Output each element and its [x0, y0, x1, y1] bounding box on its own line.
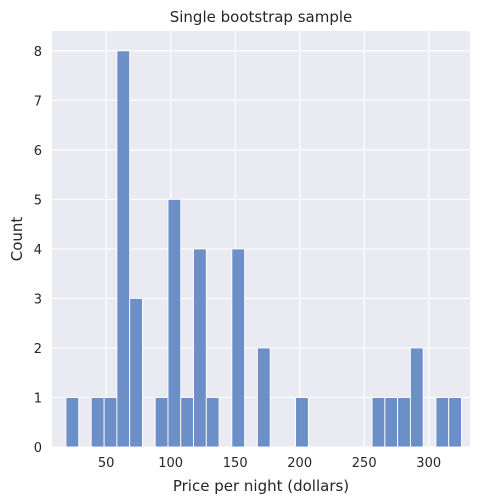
histogram-bar [154, 397, 169, 448]
histogram-bar [295, 397, 309, 448]
y-tick-label: 6 [34, 144, 42, 159]
tick-labels: 50 100 150 200 250 300 0 1 2 3 4 5 6 7 8 [34, 45, 441, 471]
x-tick-label: 150 [223, 456, 248, 471]
histogram-bar [409, 347, 424, 448]
histogram-bar [167, 198, 182, 448]
x-tick-label: 200 [287, 456, 312, 471]
y-tick-label: 7 [34, 94, 42, 109]
histogram-bar [448, 397, 462, 448]
histogram-bar [103, 397, 118, 448]
histogram-bar [205, 397, 220, 448]
histogram-bar [129, 297, 143, 448]
y-tick-label: 3 [34, 292, 42, 307]
chart-title: Single bootstrap sample [170, 8, 353, 26]
y-tick-label: 1 [34, 391, 42, 406]
histogram-bar [116, 50, 131, 448]
y-tick-label: 0 [34, 441, 42, 456]
histogram-bar [384, 397, 399, 448]
x-tick-label: 300 [416, 456, 441, 471]
x-axis-label: Price per night (dollars) [173, 477, 349, 495]
histogram-bar [193, 248, 207, 448]
histogram-bar [180, 397, 194, 448]
y-tick-label: 2 [34, 342, 42, 357]
y-tick-label: 8 [34, 45, 42, 60]
histogram-bar [231, 248, 246, 448]
histogram-bar [256, 347, 271, 448]
histogram-bar [371, 397, 386, 448]
histogram-bar [397, 397, 411, 448]
y-tick-label: 5 [34, 193, 42, 208]
y-axis-label: Count [8, 217, 26, 262]
x-tick-label: 250 [352, 456, 377, 471]
x-tick-label: 50 [98, 456, 115, 471]
histogram-bar [65, 397, 80, 448]
x-tick-label: 100 [158, 456, 183, 471]
histogram-bar [90, 397, 105, 448]
y-tick-label: 4 [34, 243, 42, 258]
bars [65, 50, 462, 448]
histogram-bar [435, 397, 450, 448]
